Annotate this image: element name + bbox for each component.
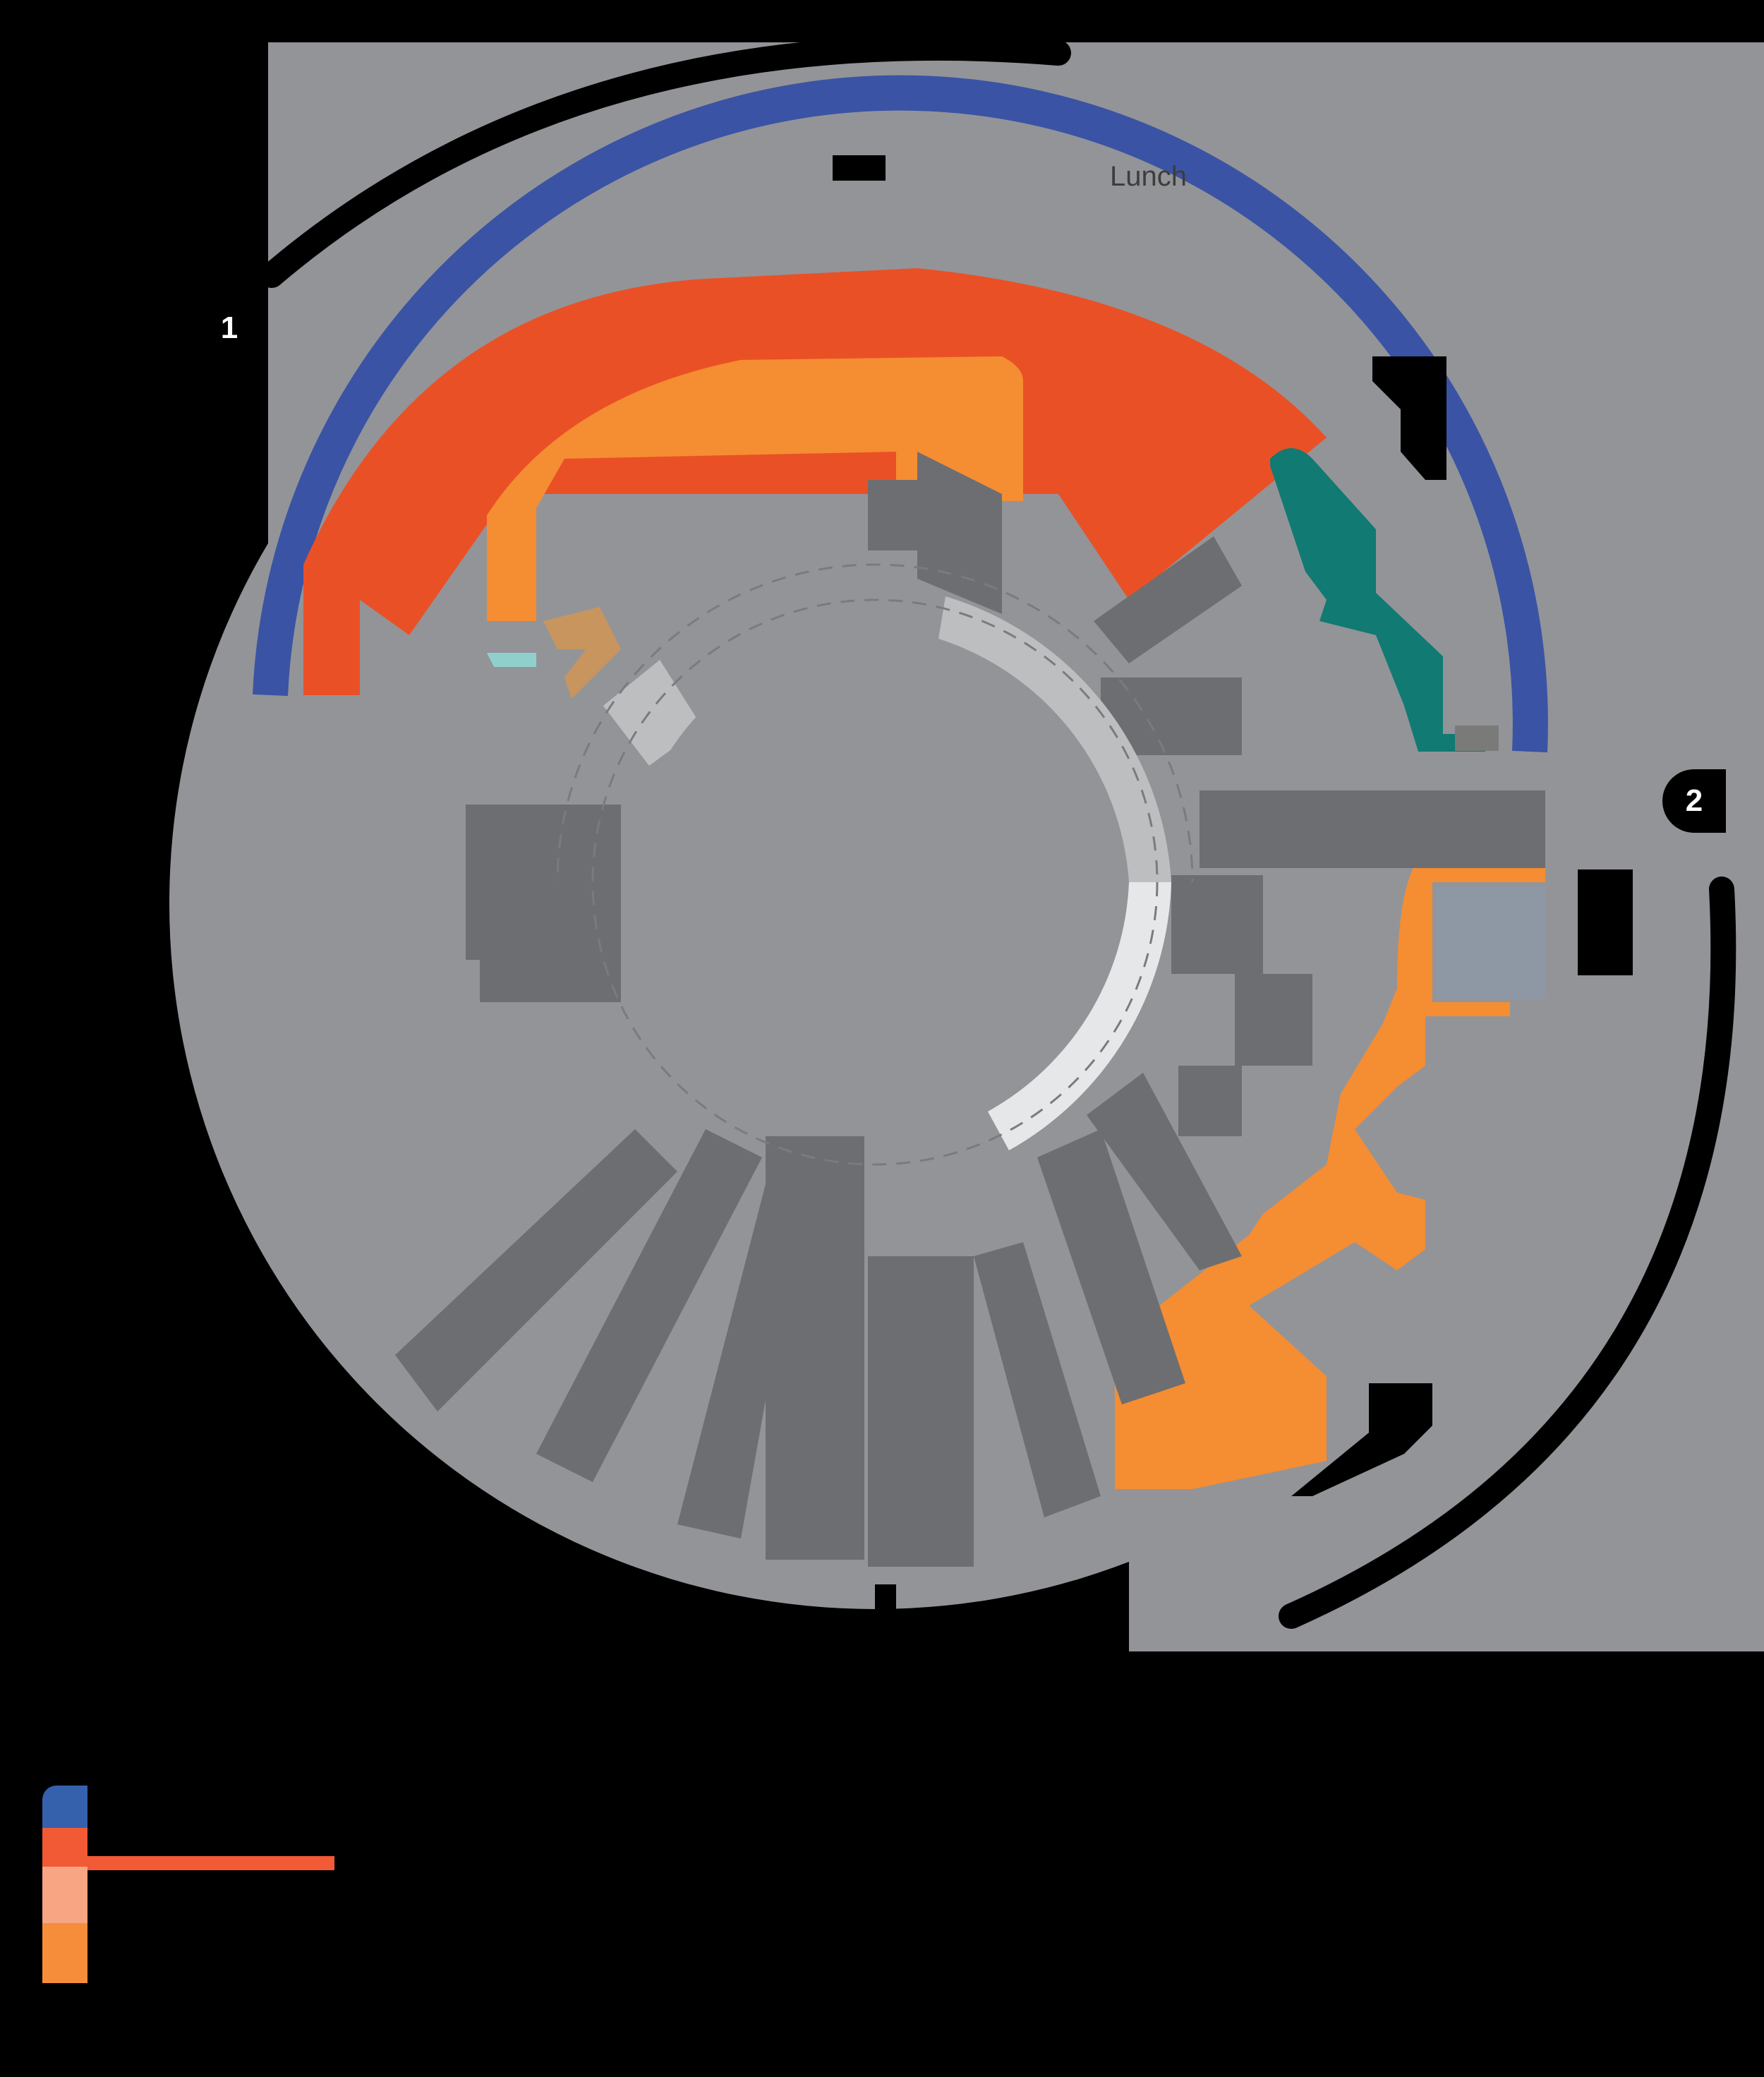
legend-swatch-blue xyxy=(42,1786,87,1828)
dashed-ring-inner xyxy=(591,598,1159,1166)
obscured-time-labels xyxy=(833,155,1633,1620)
blue-arc xyxy=(253,75,1548,753)
right-black-arc xyxy=(1279,877,1736,1629)
lunch-label: Lunch xyxy=(1110,161,1187,192)
marker-2: 2 xyxy=(1662,769,1726,833)
red-orange-band xyxy=(303,268,1327,695)
orange-band-top xyxy=(487,356,1023,621)
top-black-arc xyxy=(259,35,1071,288)
legend-swatch-red-orange xyxy=(42,1828,87,1867)
center-disc xyxy=(632,639,1118,1126)
legend-swatch-orange xyxy=(42,1923,87,1983)
tan-accent xyxy=(543,607,621,699)
gray-square xyxy=(1455,726,1499,751)
light-teal-accent xyxy=(487,653,536,667)
legend-bar-red-orange xyxy=(87,1856,334,1870)
dashed-ring-outer xyxy=(557,565,1192,1200)
legend-swatch-salmon xyxy=(42,1867,87,1923)
orange-band-right xyxy=(1115,860,1545,1489)
marker-1: 1 xyxy=(220,311,238,345)
inner-light-block-left xyxy=(603,660,702,766)
dark-gray-segments xyxy=(395,452,1545,1567)
inner-light-ring xyxy=(938,596,1171,882)
steel-blue-block xyxy=(1436,886,1545,999)
inner-lighter-ring xyxy=(988,882,1171,1150)
teal-band xyxy=(1270,448,1485,752)
